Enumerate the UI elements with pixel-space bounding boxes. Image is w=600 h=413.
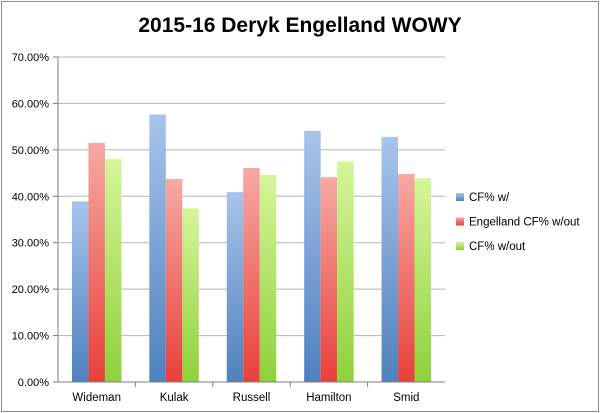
x-category-label: Wideman [72,392,121,404]
bar-kulak-series-3 [182,208,199,382]
bar-smid-series-3 [414,178,432,382]
legend-label: CF% w/out [469,241,526,253]
y-tick-label: 60.00% [12,98,50,110]
legend-label: CF% w/ [469,192,510,204]
x-category-label: Russell [233,392,271,404]
bar-hamilton-series-1 [304,130,321,382]
y-tick-label: 30.00% [12,238,50,250]
legend: CF% w/Engelland CF% w/out CF% w/out [456,192,580,253]
bar-hamilton-series-2 [320,177,338,382]
bar-smid-series-2 [398,174,415,382]
y-tick-label: 50.00% [12,145,50,157]
x-category-label: Smid [393,392,419,404]
bar-kulak-series-1 [149,114,166,383]
legend-swatch [456,193,464,201]
bars [71,114,432,383]
bar-wideman-series-1 [71,201,89,382]
legend-swatch [456,242,464,250]
legend-label: Engelland CF% w/out [469,217,580,229]
y-tick-label: 70.00% [12,52,50,64]
bar-russell-series-2 [243,167,260,382]
bar-russell-series-3 [259,174,277,382]
x-category-label: Hamilton [306,392,351,404]
bar-wideman-series-3 [104,159,122,382]
y-tick-label: 20.00% [12,284,50,296]
legend-swatch [456,217,464,226]
y-tick-label: 10.00% [12,331,50,343]
y-tick-label: 0.00% [18,377,49,389]
x-axis: Wideman Kulak Russell Hamilton Smid [58,381,445,404]
chart-title: 2015-16 Deryk Engelland WOWY [138,14,462,37]
y-axis: 0.00% 10.00% 20.00% 30.00% 40.00% 50.00% 60.00… [12,52,59,389]
bar-hamilton-series-3 [337,161,354,382]
x-category-label: Kulak [160,392,189,404]
y-tick-label: 40.00% [12,191,50,203]
bar-wideman-series-2 [88,142,105,382]
bar-russell-series-1 [226,192,244,382]
bar-smid-series-1 [381,136,399,382]
bar-kulak-series-2 [165,179,183,382]
